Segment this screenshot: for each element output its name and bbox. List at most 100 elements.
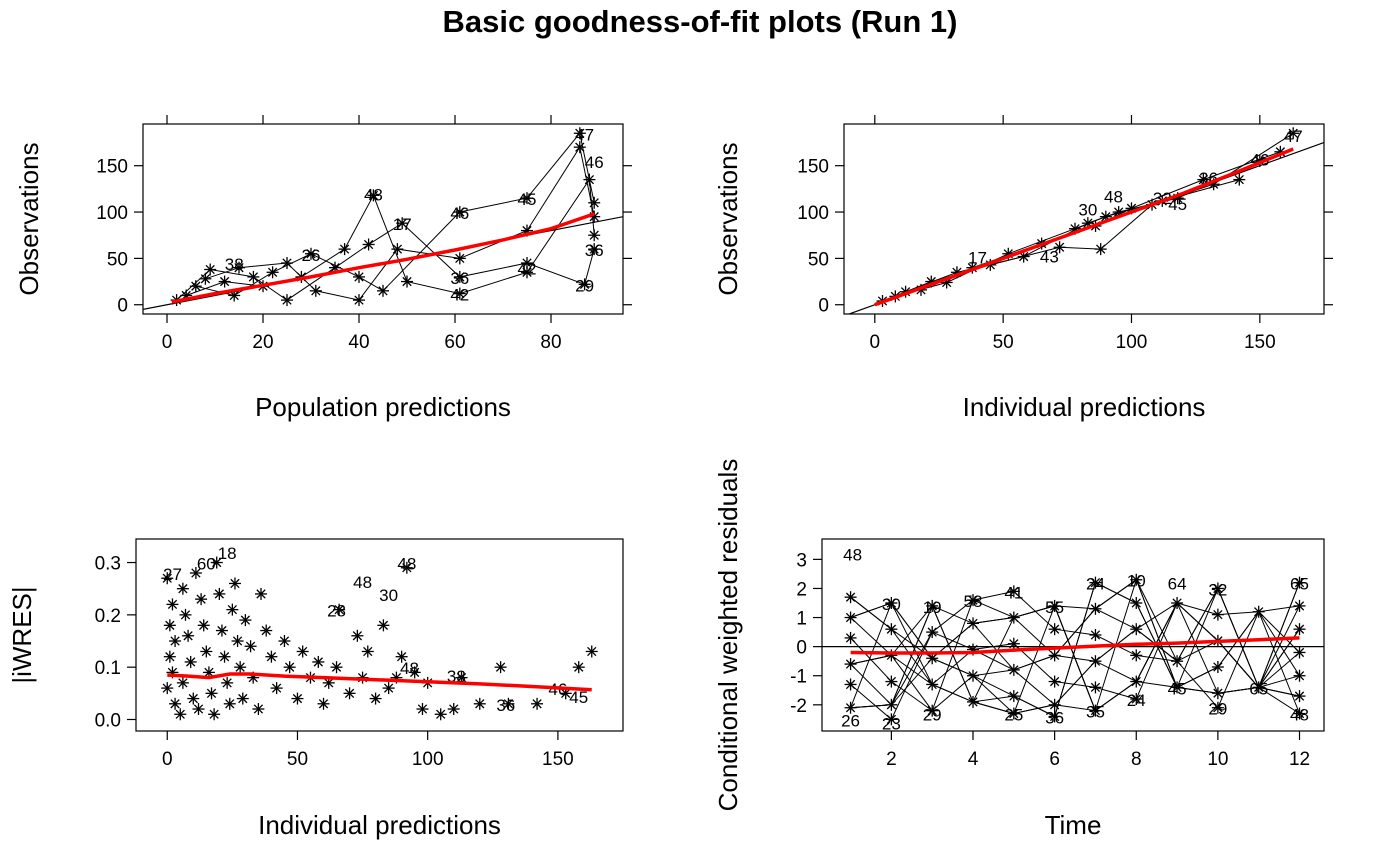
data-point-stroke (188, 693, 198, 704)
y-tick-label: 100 (96, 203, 128, 224)
data-point (1048, 698, 1061, 711)
data-point-stroke (183, 631, 193, 641)
data-point (252, 703, 265, 716)
data-point-stroke (845, 679, 856, 690)
data-point (312, 655, 325, 668)
data-point-stroke (370, 693, 381, 704)
x-tick-label: 4 (968, 749, 979, 770)
subject-line (850, 581, 1300, 718)
id-label: 48 (400, 659, 419, 678)
id-label: 10 (1127, 572, 1146, 591)
data-point-stroke (968, 697, 978, 707)
data-point-stroke (396, 652, 407, 662)
x-tick-label: 150 (542, 749, 574, 770)
data-point (844, 678, 857, 691)
y-tick-label: 150 (96, 157, 128, 178)
data-point (195, 593, 208, 606)
data-point-stroke (318, 699, 329, 709)
data-point (382, 682, 395, 695)
data-point-stroke (1049, 624, 1060, 634)
plot-frame (142, 123, 624, 315)
data-point-stroke (1126, 203, 1137, 214)
data-point-stroke (180, 610, 191, 620)
y-tick-label: 2 (796, 579, 807, 600)
data-point-stroke (1131, 624, 1141, 634)
subject-line (850, 602, 1300, 721)
data-point-stroke (298, 646, 308, 657)
data-point-stroke (402, 276, 412, 287)
data-point-stroke (1294, 691, 1305, 701)
data-point-stroke (886, 676, 897, 687)
data-point-stroke (193, 704, 204, 714)
data-point (1089, 576, 1102, 589)
data-point (1171, 655, 1184, 668)
data-point-stroke (1019, 251, 1029, 262)
data-point (1130, 693, 1143, 705)
data-point (559, 687, 572, 700)
id-label: 48 (843, 546, 862, 565)
data-point-stroke (575, 128, 585, 138)
data-point (885, 675, 898, 688)
data-point-stroke (196, 594, 206, 604)
smooth-line (874, 147, 1294, 307)
x-tick-label: 8 (1131, 749, 1142, 770)
y-tick-label: 0.1 (95, 658, 121, 679)
data-point (305, 247, 317, 260)
subject-line (850, 578, 1300, 697)
plot-frame (843, 123, 1325, 315)
data-point (1211, 687, 1224, 700)
data-point-stroke (455, 207, 465, 217)
data-point (169, 635, 182, 648)
data-point-stroke (397, 218, 407, 228)
data-point-stroke (219, 652, 230, 662)
data-point-stroke (267, 267, 278, 277)
data-point (353, 270, 365, 283)
data-point (1007, 690, 1020, 703)
id-label: 47 (575, 125, 594, 144)
data-point (351, 629, 364, 642)
data-point (578, 278, 591, 291)
data-point (453, 270, 466, 283)
data-point (1007, 585, 1020, 598)
y-tick-label: 1 (796, 609, 807, 630)
id-label: 29 (575, 276, 594, 295)
data-point-stroke (475, 699, 485, 709)
data-point-stroke (240, 615, 251, 625)
data-point-stroke (1090, 656, 1101, 666)
data-point (367, 189, 380, 202)
id-label: 17 (968, 249, 987, 268)
data-point-stroke (845, 612, 856, 623)
data-point-stroke (1090, 630, 1101, 640)
data-point-stroke (1131, 676, 1141, 687)
data-point-stroke (579, 279, 590, 290)
data-point (926, 678, 939, 691)
y-tick-label: 0 (796, 638, 807, 659)
smooth-line (850, 636, 1300, 655)
id-label: 45 (1168, 195, 1187, 214)
data-point-stroke (927, 653, 937, 663)
data-point (208, 708, 221, 721)
data-point (189, 567, 202, 580)
data-point (494, 661, 507, 674)
data-point-stroke (927, 627, 937, 637)
data-point (572, 661, 585, 674)
data-point-stroke (1009, 691, 1019, 701)
data-point (233, 261, 245, 274)
subject-line (850, 582, 1300, 706)
data-point (1293, 690, 1306, 703)
data-point-stroke (311, 286, 321, 296)
data-point (588, 196, 601, 209)
data-point (967, 617, 980, 630)
data-point-stroke (368, 190, 379, 201)
data-point (395, 650, 408, 663)
data-point-stroke (245, 641, 256, 651)
data-point (967, 695, 980, 708)
data-point (361, 645, 374, 658)
data-point (1089, 681, 1102, 694)
id-label: 46 (450, 204, 469, 223)
